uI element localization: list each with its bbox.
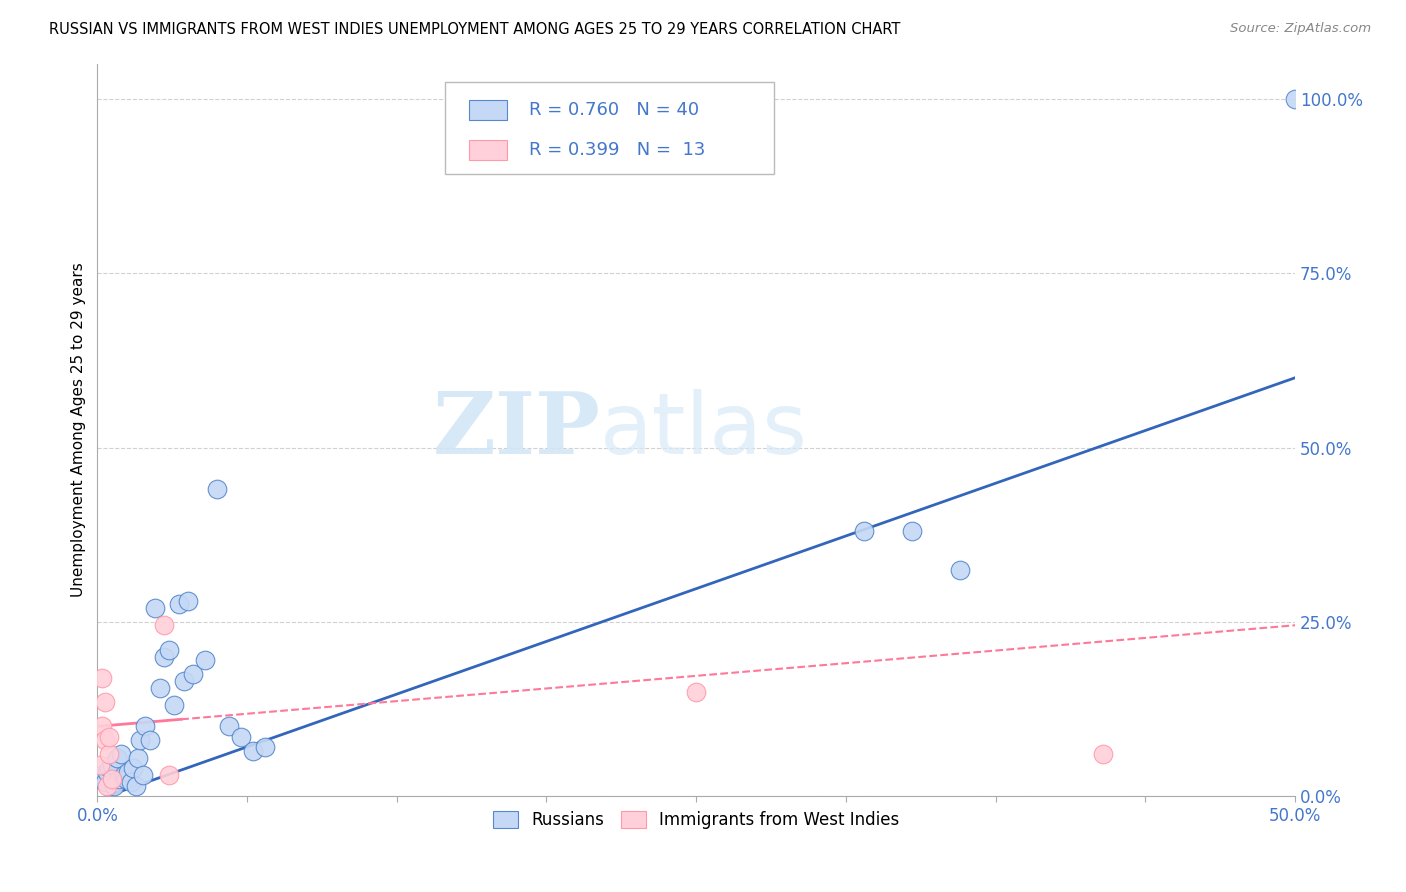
Point: [98, 730, 121, 744]
Point: [143, 600, 166, 615]
Point: [129, 733, 152, 747]
Point: [181, 667, 204, 681]
Point: [157, 768, 180, 782]
Point: [685, 684, 707, 698]
Point: [112, 768, 135, 782]
Point: [167, 598, 190, 612]
Point: [93, 695, 115, 709]
Point: [108, 772, 131, 786]
Point: [115, 772, 138, 786]
Point: [96, 764, 118, 779]
Point: [89, 757, 111, 772]
Point: [194, 653, 217, 667]
Point: [105, 750, 128, 764]
Text: Source: ZipAtlas.com: Source: ZipAtlas.com: [1230, 22, 1371, 36]
Y-axis label: Unemployment Among Ages 25 to 29 years: Unemployment Among Ages 25 to 29 years: [72, 263, 86, 598]
Point: [852, 524, 875, 538]
Point: [153, 649, 176, 664]
Point: [91, 719, 114, 733]
Point: [1284, 92, 1306, 106]
Point: [93, 775, 115, 789]
Point: [96, 779, 118, 793]
Point: [242, 744, 264, 758]
Point: [229, 730, 252, 744]
Point: [100, 772, 122, 786]
Point: [149, 681, 172, 695]
Text: R = 0.760   N = 40: R = 0.760 N = 40: [529, 101, 699, 119]
Legend: Russians, Immigrants from West Indies: Russians, Immigrants from West Indies: [486, 804, 905, 835]
Point: [89, 772, 111, 786]
Point: [173, 674, 195, 689]
Point: [218, 719, 240, 733]
Point: [253, 740, 276, 755]
Point: [127, 750, 149, 764]
Point: [139, 733, 162, 747]
Point: [117, 764, 139, 779]
Point: [157, 642, 180, 657]
FancyBboxPatch shape: [444, 82, 775, 174]
Point: [100, 757, 122, 772]
Text: R = 0.399   N =  13: R = 0.399 N = 13: [529, 141, 704, 159]
Point: [98, 747, 121, 762]
Point: [1092, 747, 1115, 762]
Point: [122, 761, 145, 775]
Point: [103, 779, 125, 793]
Point: [132, 768, 155, 782]
Point: [124, 779, 146, 793]
Point: [120, 775, 142, 789]
Point: [949, 562, 972, 576]
Text: RUSSIAN VS IMMIGRANTS FROM WEST INDIES UNEMPLOYMENT AMONG AGES 25 TO 29 YEARS CO: RUSSIAN VS IMMIGRANTS FROM WEST INDIES U…: [49, 22, 901, 37]
Point: [93, 733, 115, 747]
Point: [91, 671, 114, 685]
Point: [153, 618, 176, 632]
FancyBboxPatch shape: [468, 100, 508, 120]
Text: atlas: atlas: [600, 389, 808, 472]
Point: [98, 761, 121, 775]
Point: [91, 768, 114, 782]
Point: [163, 698, 186, 713]
Point: [177, 594, 200, 608]
Point: [205, 483, 228, 497]
Point: [134, 719, 156, 733]
Point: [900, 524, 922, 538]
Text: ZIP: ZIP: [433, 388, 600, 472]
FancyBboxPatch shape: [468, 140, 508, 160]
Point: [110, 747, 132, 762]
